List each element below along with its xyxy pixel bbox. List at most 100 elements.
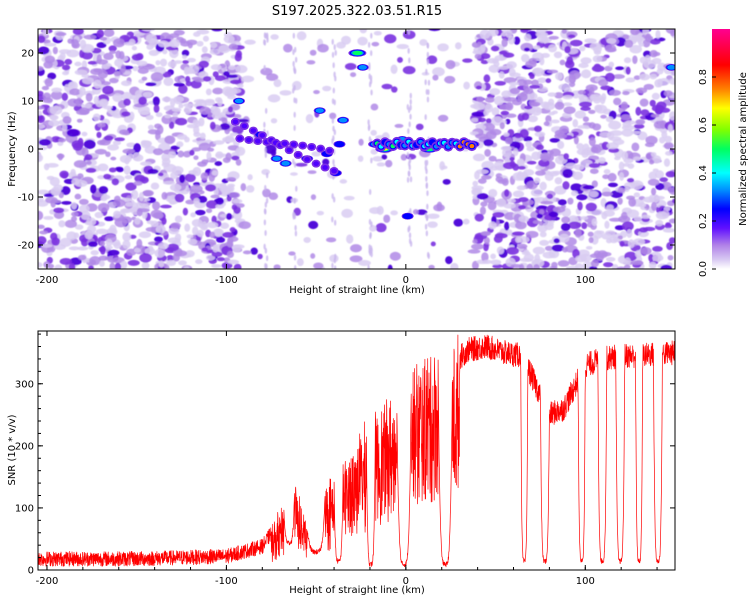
noise-speckle xyxy=(521,112,530,121)
spectrogram-x-tick-label: -200 xyxy=(36,275,59,286)
chart-title: S197.2025.322.03.51.R15 xyxy=(272,4,442,19)
noise-speckle xyxy=(621,128,634,137)
noise-speckle xyxy=(94,148,107,155)
noise-speckle xyxy=(268,192,279,201)
noise-speckle xyxy=(359,29,367,34)
noise-speckle xyxy=(76,109,90,116)
noise-streak xyxy=(331,262,334,269)
diag-core xyxy=(241,123,248,129)
spectral-feature xyxy=(279,160,292,167)
noise-speckle xyxy=(103,52,114,61)
noise-speckle xyxy=(650,113,660,118)
noise-speckle xyxy=(74,69,88,76)
noise-speckle xyxy=(500,145,512,151)
noise-streak xyxy=(264,184,267,191)
noise-speckle xyxy=(95,228,109,235)
snr-y-tick-label: 200 xyxy=(15,441,34,452)
noise-speckle xyxy=(273,264,281,269)
noise-speckle xyxy=(59,170,69,179)
noise-speckle xyxy=(168,151,177,159)
noise-speckle xyxy=(99,260,105,267)
noise-speckle xyxy=(593,230,603,239)
noise-speckle xyxy=(45,163,59,168)
noise-speckle xyxy=(369,224,377,232)
noise-speckle xyxy=(198,60,209,68)
noise-speckle xyxy=(482,259,493,264)
noise-speckle xyxy=(266,73,279,81)
noise-speckle xyxy=(562,168,573,178)
noise-streak xyxy=(407,29,411,35)
colorbar-tick-label: 0.0 xyxy=(698,261,709,277)
noise-speckle xyxy=(498,50,508,55)
noise-speckle xyxy=(215,153,228,158)
noise-speckle xyxy=(103,29,115,38)
noise-speckle xyxy=(97,163,109,172)
noise-speckle xyxy=(169,200,177,205)
noise-speckle xyxy=(211,264,222,269)
noise-speckle xyxy=(532,67,545,77)
noise-speckle xyxy=(133,248,141,253)
noise-speckle xyxy=(133,180,143,186)
noise-speckle xyxy=(84,230,94,240)
noise-speckle xyxy=(582,185,595,190)
noise-speckle xyxy=(93,79,102,89)
noise-speckle xyxy=(39,230,49,235)
noise-speckle xyxy=(563,153,569,160)
noise-speckle xyxy=(61,92,69,101)
noise-speckle xyxy=(244,39,256,45)
noise-speckle xyxy=(82,77,94,85)
noise-speckle xyxy=(574,110,587,119)
noise-speckle xyxy=(520,29,532,32)
noise-speckle xyxy=(604,72,615,82)
noise-speckle xyxy=(131,54,143,61)
noise-speckle xyxy=(494,80,507,86)
noise-speckle xyxy=(648,171,658,180)
noise-speckle xyxy=(181,49,190,57)
noise-speckle xyxy=(96,29,105,38)
spectral-feature xyxy=(337,116,350,124)
noise-streak xyxy=(406,152,410,159)
noise-speckle xyxy=(169,183,182,192)
noise-streak xyxy=(292,60,295,67)
snr-panel: -200 -100 0 100 0 100 200 300 Height of straig… xyxy=(7,330,676,596)
noise-speckle xyxy=(516,185,526,191)
noise-speckle xyxy=(58,49,72,54)
noise-speckle xyxy=(480,43,486,53)
noise-speckle xyxy=(205,184,217,192)
noise-speckle xyxy=(491,107,500,116)
noise-speckle xyxy=(608,120,622,130)
noise-speckle xyxy=(111,257,125,264)
noise-speckle xyxy=(173,82,185,87)
noise-speckle xyxy=(227,259,240,265)
noise-speckle xyxy=(99,98,109,107)
noise-speckle xyxy=(152,148,164,156)
noise-speckle xyxy=(474,53,482,60)
noise-speckle xyxy=(480,60,489,65)
noise-speckle xyxy=(123,98,131,106)
noise-speckle xyxy=(518,215,530,223)
noise-streak xyxy=(265,197,269,204)
noise-speckle xyxy=(630,29,640,36)
noise-speckle xyxy=(490,45,500,52)
noise-streak xyxy=(294,56,298,63)
noise-streak xyxy=(367,119,370,126)
noise-speckle xyxy=(626,195,636,200)
noise-streak xyxy=(368,73,371,80)
noise-speckle xyxy=(655,29,661,40)
noise-speckle xyxy=(211,215,217,224)
noise-speckle xyxy=(38,46,50,55)
noise-speckle xyxy=(539,231,547,238)
noise-speckle xyxy=(212,71,219,78)
noise-speckle xyxy=(147,124,154,131)
spectral-feature xyxy=(232,97,245,105)
spectrogram-y-tick-label: -20 xyxy=(18,241,34,252)
noise-speckle xyxy=(102,63,111,70)
noise-streak xyxy=(427,89,430,96)
noise-streak xyxy=(425,183,428,190)
noise-streak xyxy=(264,151,268,158)
noise-speckle xyxy=(162,71,172,78)
noise-speckle xyxy=(74,193,82,200)
noise-speckle xyxy=(339,179,348,184)
noise-speckle xyxy=(547,92,557,97)
noise-speckle xyxy=(439,161,446,171)
